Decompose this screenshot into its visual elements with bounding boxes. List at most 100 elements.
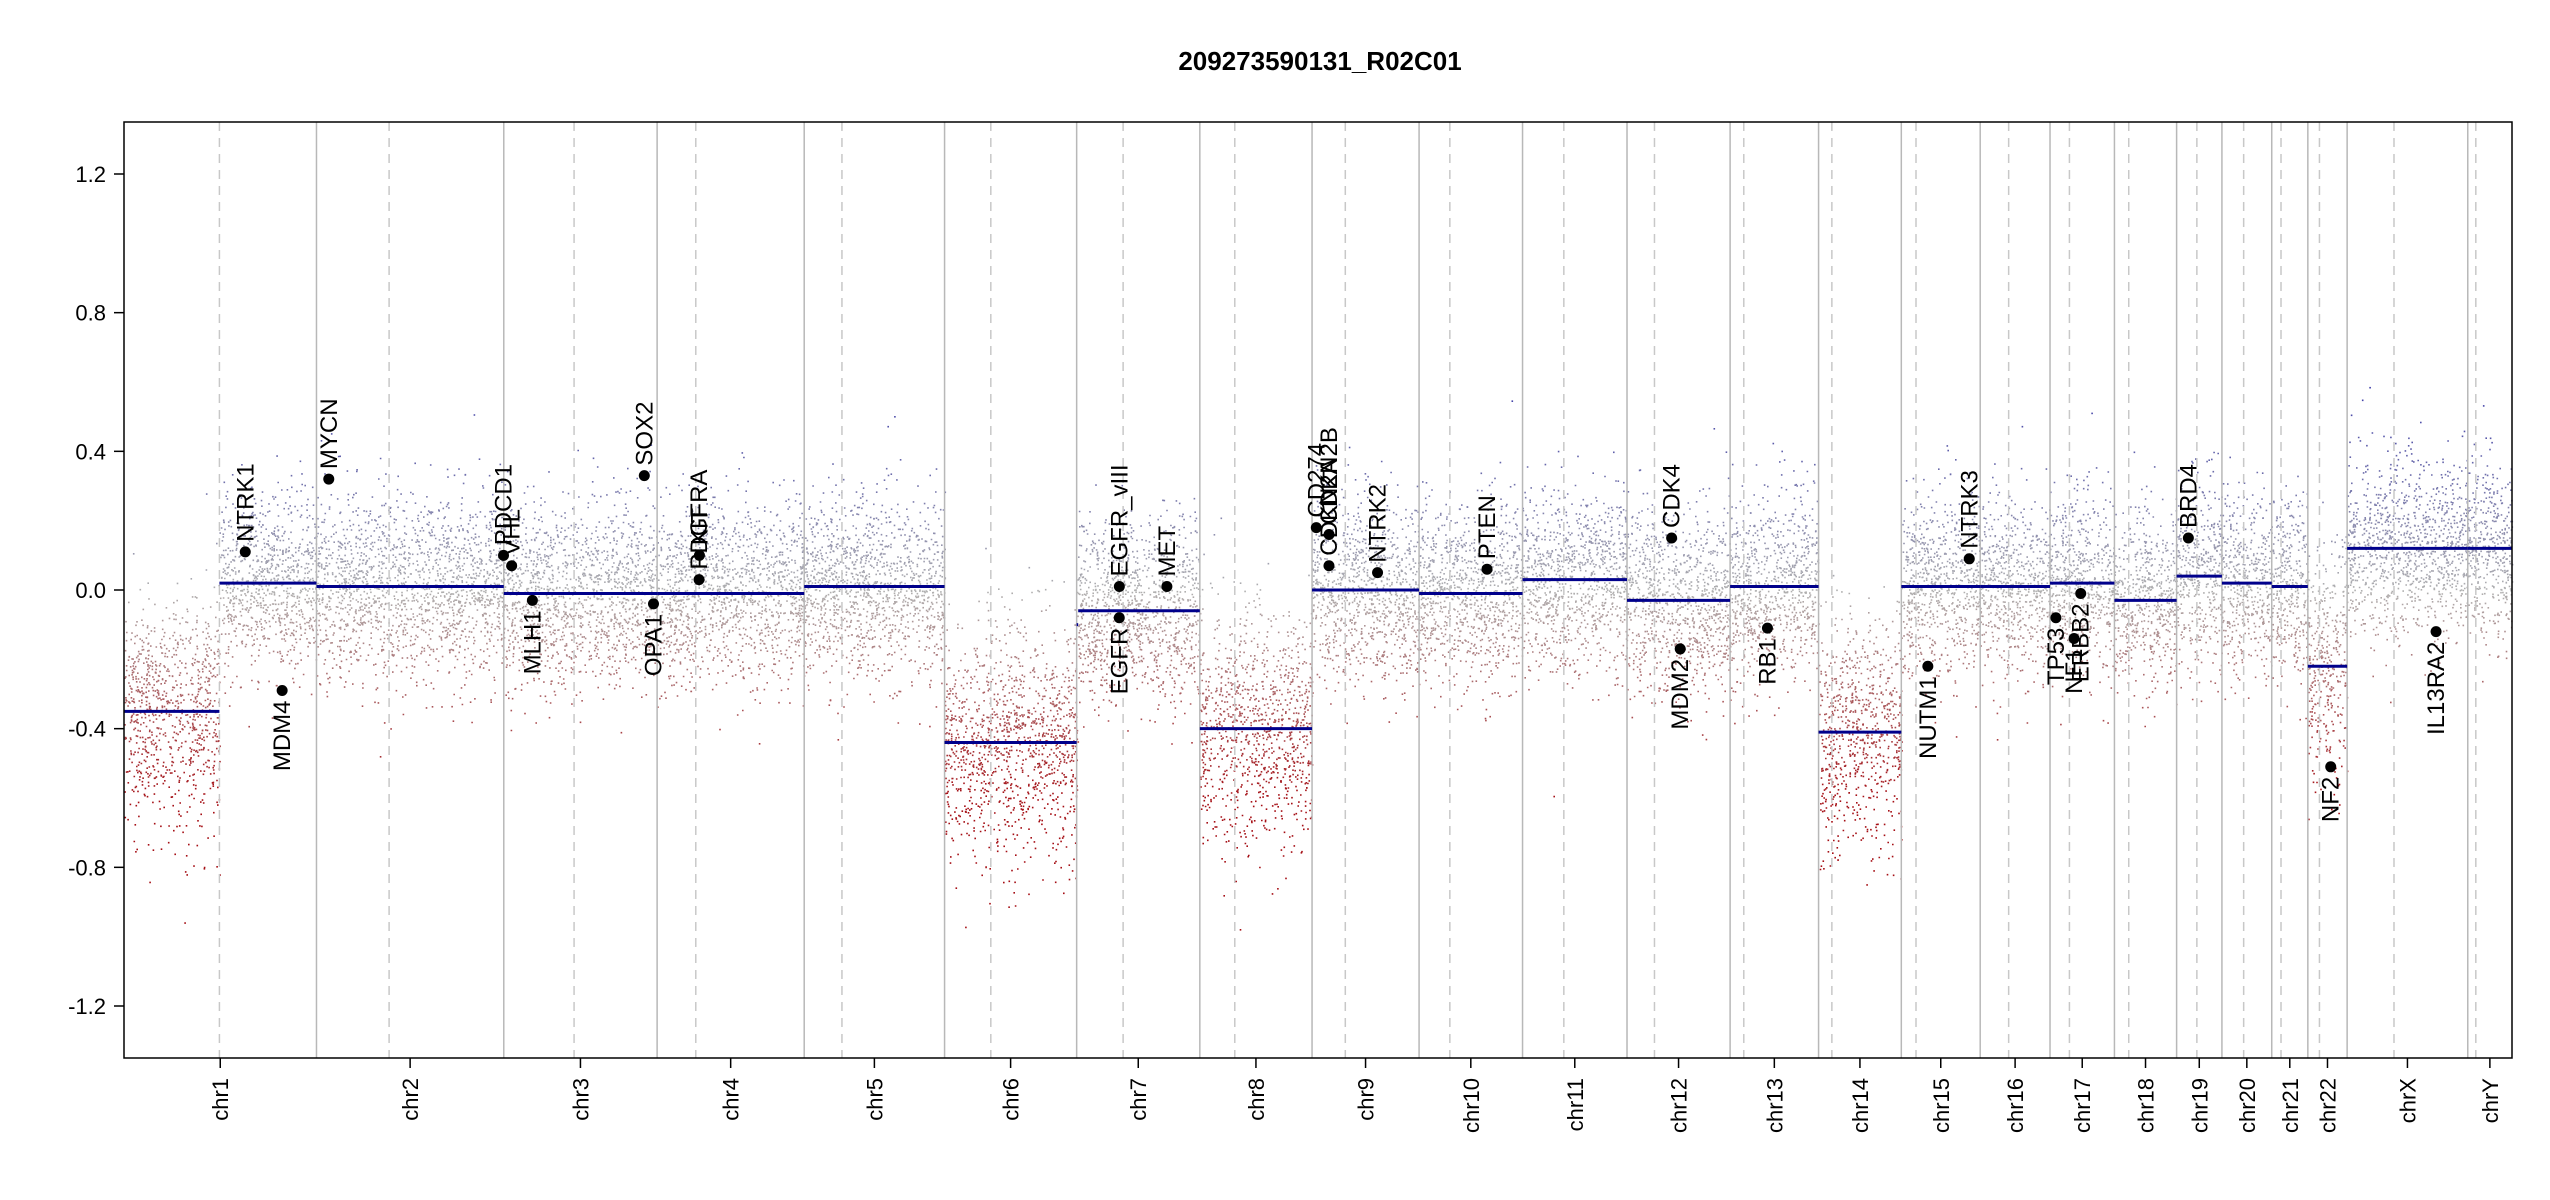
gene-point xyxy=(2068,633,2080,645)
probe-point-group xyxy=(141,619,2491,622)
probe-point-group xyxy=(147,643,2311,646)
probe-point-group xyxy=(187,722,2109,724)
probe-point-group xyxy=(220,633,2293,636)
probe-point-group xyxy=(130,738,1999,741)
probe-point-group xyxy=(145,703,2330,706)
chromosome-label: chr17 xyxy=(2070,1078,2095,1133)
gene-label: NTRK2 xyxy=(1365,484,1392,563)
probe-point-group xyxy=(124,736,1238,739)
y-tick-label: 0.4 xyxy=(75,439,106,464)
probe-point-group xyxy=(137,728,2335,732)
gene-point xyxy=(1113,581,1125,593)
chromosome-label: chr13 xyxy=(1762,1078,1787,1133)
probe-point-group xyxy=(144,787,1308,790)
probe-point-group xyxy=(217,640,2436,643)
gene-point xyxy=(526,594,538,606)
probe-point-group xyxy=(1348,446,1351,449)
probe-point-group xyxy=(1040,792,1850,794)
probe-point-group xyxy=(133,667,2334,670)
probe-point-group xyxy=(124,791,2317,794)
probe-point-group xyxy=(124,649,2322,652)
probe-point-group xyxy=(250,629,2304,632)
probe-point-group xyxy=(290,474,2489,478)
chromosome-label: chr7 xyxy=(1126,1078,1151,1121)
probe-point-group xyxy=(135,680,2484,683)
probe-point-group xyxy=(613,476,2499,480)
chromosome-label: chr5 xyxy=(862,1078,887,1121)
probe-point-group xyxy=(173,618,2510,621)
probe-point-group xyxy=(191,676,2191,679)
probe-point-group xyxy=(221,575,2512,579)
probe-point-group xyxy=(125,620,2513,624)
probe-point-group xyxy=(147,772,2315,775)
probe-point-group xyxy=(125,639,2338,642)
probe-point-group xyxy=(146,766,2337,770)
gene-point xyxy=(1161,581,1173,593)
probe-point-group xyxy=(141,648,2376,652)
probe-point-group xyxy=(134,642,2457,645)
probe-point-group xyxy=(133,775,1873,778)
probe-point-group xyxy=(170,796,1878,799)
probe-point-group xyxy=(286,612,2499,615)
probe-point-group xyxy=(130,719,2333,723)
probe-point-group xyxy=(302,673,2324,676)
gene-label: NTRK1 xyxy=(232,463,259,542)
probe-point-group xyxy=(190,577,2485,581)
probe-point-group xyxy=(153,768,1843,771)
probe-point-group xyxy=(127,781,1830,785)
probe-point-group xyxy=(135,785,1835,789)
probe-point-group xyxy=(2482,405,2485,407)
chromosome-label: chr2 xyxy=(398,1078,423,1121)
probe-point-group xyxy=(171,756,2319,759)
probe-point-group xyxy=(222,548,2504,552)
probe-point-group xyxy=(234,614,2320,617)
chromosome-label: chrX xyxy=(2395,1078,2420,1124)
probe-point-group xyxy=(227,546,2507,551)
gene-label: PDCD1 xyxy=(491,464,518,545)
probe-point-group xyxy=(134,707,2344,709)
probe-point-group xyxy=(224,571,2507,575)
gene-label: SOX2 xyxy=(631,402,658,466)
gene-point xyxy=(1481,563,1493,575)
probe-point-group xyxy=(232,578,2509,582)
probe-point-group xyxy=(128,682,2347,684)
gene-point xyxy=(1666,532,1678,544)
chromosome-label: chr20 xyxy=(2235,1078,2260,1133)
axes: -1.2 -0.8 -0.4 0.0 0.4 0.8 1.2 chr1 chr2 chr3 chr4… xyxy=(68,121,2513,1133)
gene-label: KIT xyxy=(686,508,713,546)
chromosome-label: chr19 xyxy=(2187,1078,2212,1133)
probe-point-group xyxy=(143,712,2316,715)
gene-label: EGFR xyxy=(1106,628,1133,695)
probe-point-group xyxy=(256,604,2479,607)
probe-point-group xyxy=(669,675,1842,677)
probe-point-group xyxy=(226,490,2495,494)
gene-label: TP53 xyxy=(2043,628,2070,685)
probe-point-group xyxy=(948,754,1260,757)
probe-point-group xyxy=(146,696,1902,699)
probe-point-group xyxy=(153,743,1898,746)
gene-label: CDK4 xyxy=(1659,464,1686,528)
chart-title: 209273590131_R02C01 xyxy=(1178,46,1461,76)
probe-point-group xyxy=(130,690,2322,693)
gene-point xyxy=(638,470,650,482)
probe-point-group xyxy=(257,593,2467,595)
gene-point xyxy=(2050,612,2062,624)
probe-point-group xyxy=(512,661,2127,664)
probe-point-group xyxy=(165,606,2490,609)
probe-point-group xyxy=(173,653,2340,656)
probe-point-group xyxy=(1898,763,1901,766)
gene-point xyxy=(647,598,659,610)
probe-point-group xyxy=(147,654,2491,657)
probe-point-group xyxy=(144,745,2345,748)
probe-point-group xyxy=(718,590,1801,593)
probe-point-group xyxy=(427,664,1567,667)
probe-point-group xyxy=(205,568,2506,572)
gene-point xyxy=(2182,532,2194,544)
probe-point-group xyxy=(1214,757,2341,759)
probe-point-group xyxy=(221,539,2512,544)
probe-point-group xyxy=(141,735,2313,739)
probe-point-group xyxy=(150,629,2500,633)
probe-point-group xyxy=(156,706,2333,709)
probe-point-group xyxy=(162,782,1890,785)
chromosome-label: chr16 xyxy=(2003,1078,2028,1133)
